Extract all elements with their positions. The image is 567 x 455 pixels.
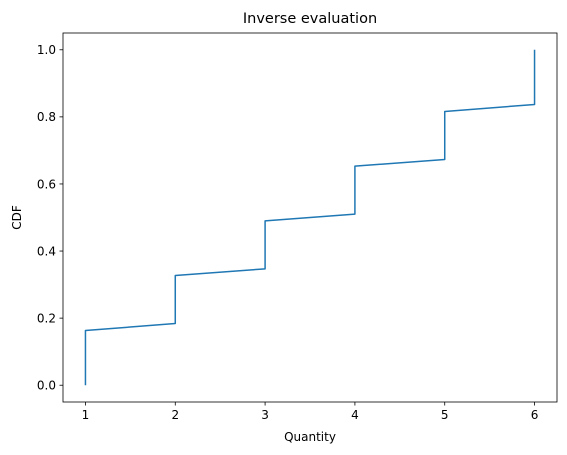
series-line-0 [84,49,536,386]
x-tick-label-2: 3 [261,408,269,422]
x-tick-label-0: 1 [82,408,90,422]
y-tick-label-3: 0.6 [37,177,56,191]
y-tick-label-4: 0.8 [37,110,56,124]
y-tick-label-0: 0.0 [37,379,56,393]
x-tick-label-4: 5 [441,408,449,422]
y-tick-label-1: 0.2 [37,311,56,325]
x-axis-label: Quantity [284,430,336,444]
y-tick-label-5: 1.0 [37,43,56,57]
x-tick-label-3: 4 [351,408,359,422]
y-tick-label-2: 0.4 [37,244,56,258]
plot-area: 1 2 3 4 5 6 0.0 0.2 0.4 0.6 0.8 1.0 [37,32,558,422]
chart-title: Inverse evaluation [243,11,377,27]
x-tick-label-5: 6 [531,408,539,422]
y-axis-label: CDF [10,205,24,230]
x-tick-label-1: 2 [171,408,179,422]
plot-frame [62,32,558,403]
